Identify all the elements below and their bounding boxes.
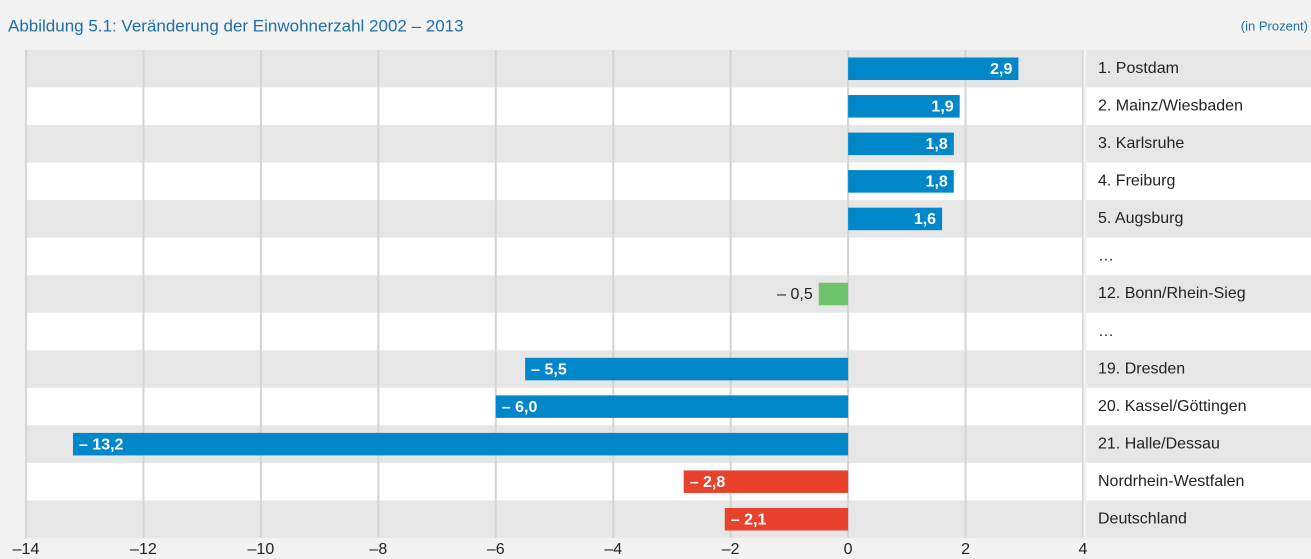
category-label: 2. Mainz/Wiesbaden [1098,98,1243,115]
value-label: – 2,8 [690,474,726,491]
category-label: 20. Kassel/Göttingen [1098,398,1247,415]
row-band [26,500,1311,538]
bar [818,282,849,306]
value-label: – 0,5 [777,286,813,303]
unit-label: (in Prozent) [1241,18,1308,33]
row-band [26,275,1311,313]
category-label: 4. Freiburg [1098,173,1175,190]
bar [848,170,954,193]
x-tick-label: –8 [369,541,387,558]
bar [72,432,849,456]
x-tick-label: –14 [13,541,40,558]
category-label: 12. Bonn/Rhein-Sieg [1098,285,1246,302]
category-label: … [1098,323,1114,340]
category-label: 21. Halle/Dessau [1098,435,1220,452]
value-label: – 5,5 [531,361,567,378]
value-label: 1,8 [926,174,948,191]
bar [848,57,1019,81]
bar [848,95,960,118]
bar [683,470,849,493]
row-band [26,237,1311,276]
value-label: 1,6 [914,211,936,228]
x-tick-label: –10 [248,541,275,558]
x-tick-label: –6 [487,541,505,558]
row-band [26,50,1311,88]
x-tick-label: 2 [961,541,970,558]
row-band [26,200,1311,238]
bar [495,395,849,418]
category-label: 19. Dresden [1098,360,1185,377]
value-label: – 6,0 [502,399,538,416]
x-tick-label: –4 [604,541,622,558]
bar [525,357,849,381]
chart-title: Abbildung 5.1: Veränderung der Einwohner… [8,16,464,35]
bar [848,132,954,156]
category-label: 5. Augsburg [1098,210,1183,227]
x-tick-label: 0 [844,541,853,558]
x-tick-label: –2 [722,541,740,558]
value-label: – 13,2 [79,436,124,453]
bar [724,507,849,531]
category-label: 1. Postdam [1098,60,1179,77]
bar [848,207,943,231]
row-band [26,312,1311,351]
category-label: Deutschland [1098,510,1187,527]
row-band [26,162,1311,201]
row-band [26,87,1311,126]
category-label: 3. Karlsruhe [1098,135,1184,152]
row-band [26,125,1311,163]
category-label: Nordrhein-Westfalen [1098,473,1244,490]
category-label: … [1098,248,1114,265]
x-tick-label: 4 [1079,541,1088,558]
value-label: 2,9 [990,61,1012,78]
x-tick-label: –12 [130,541,157,558]
value-label: 1,8 [926,136,948,153]
value-label: – 2,1 [731,511,767,528]
value-label: 1,9 [931,99,953,116]
row-band [26,462,1311,501]
